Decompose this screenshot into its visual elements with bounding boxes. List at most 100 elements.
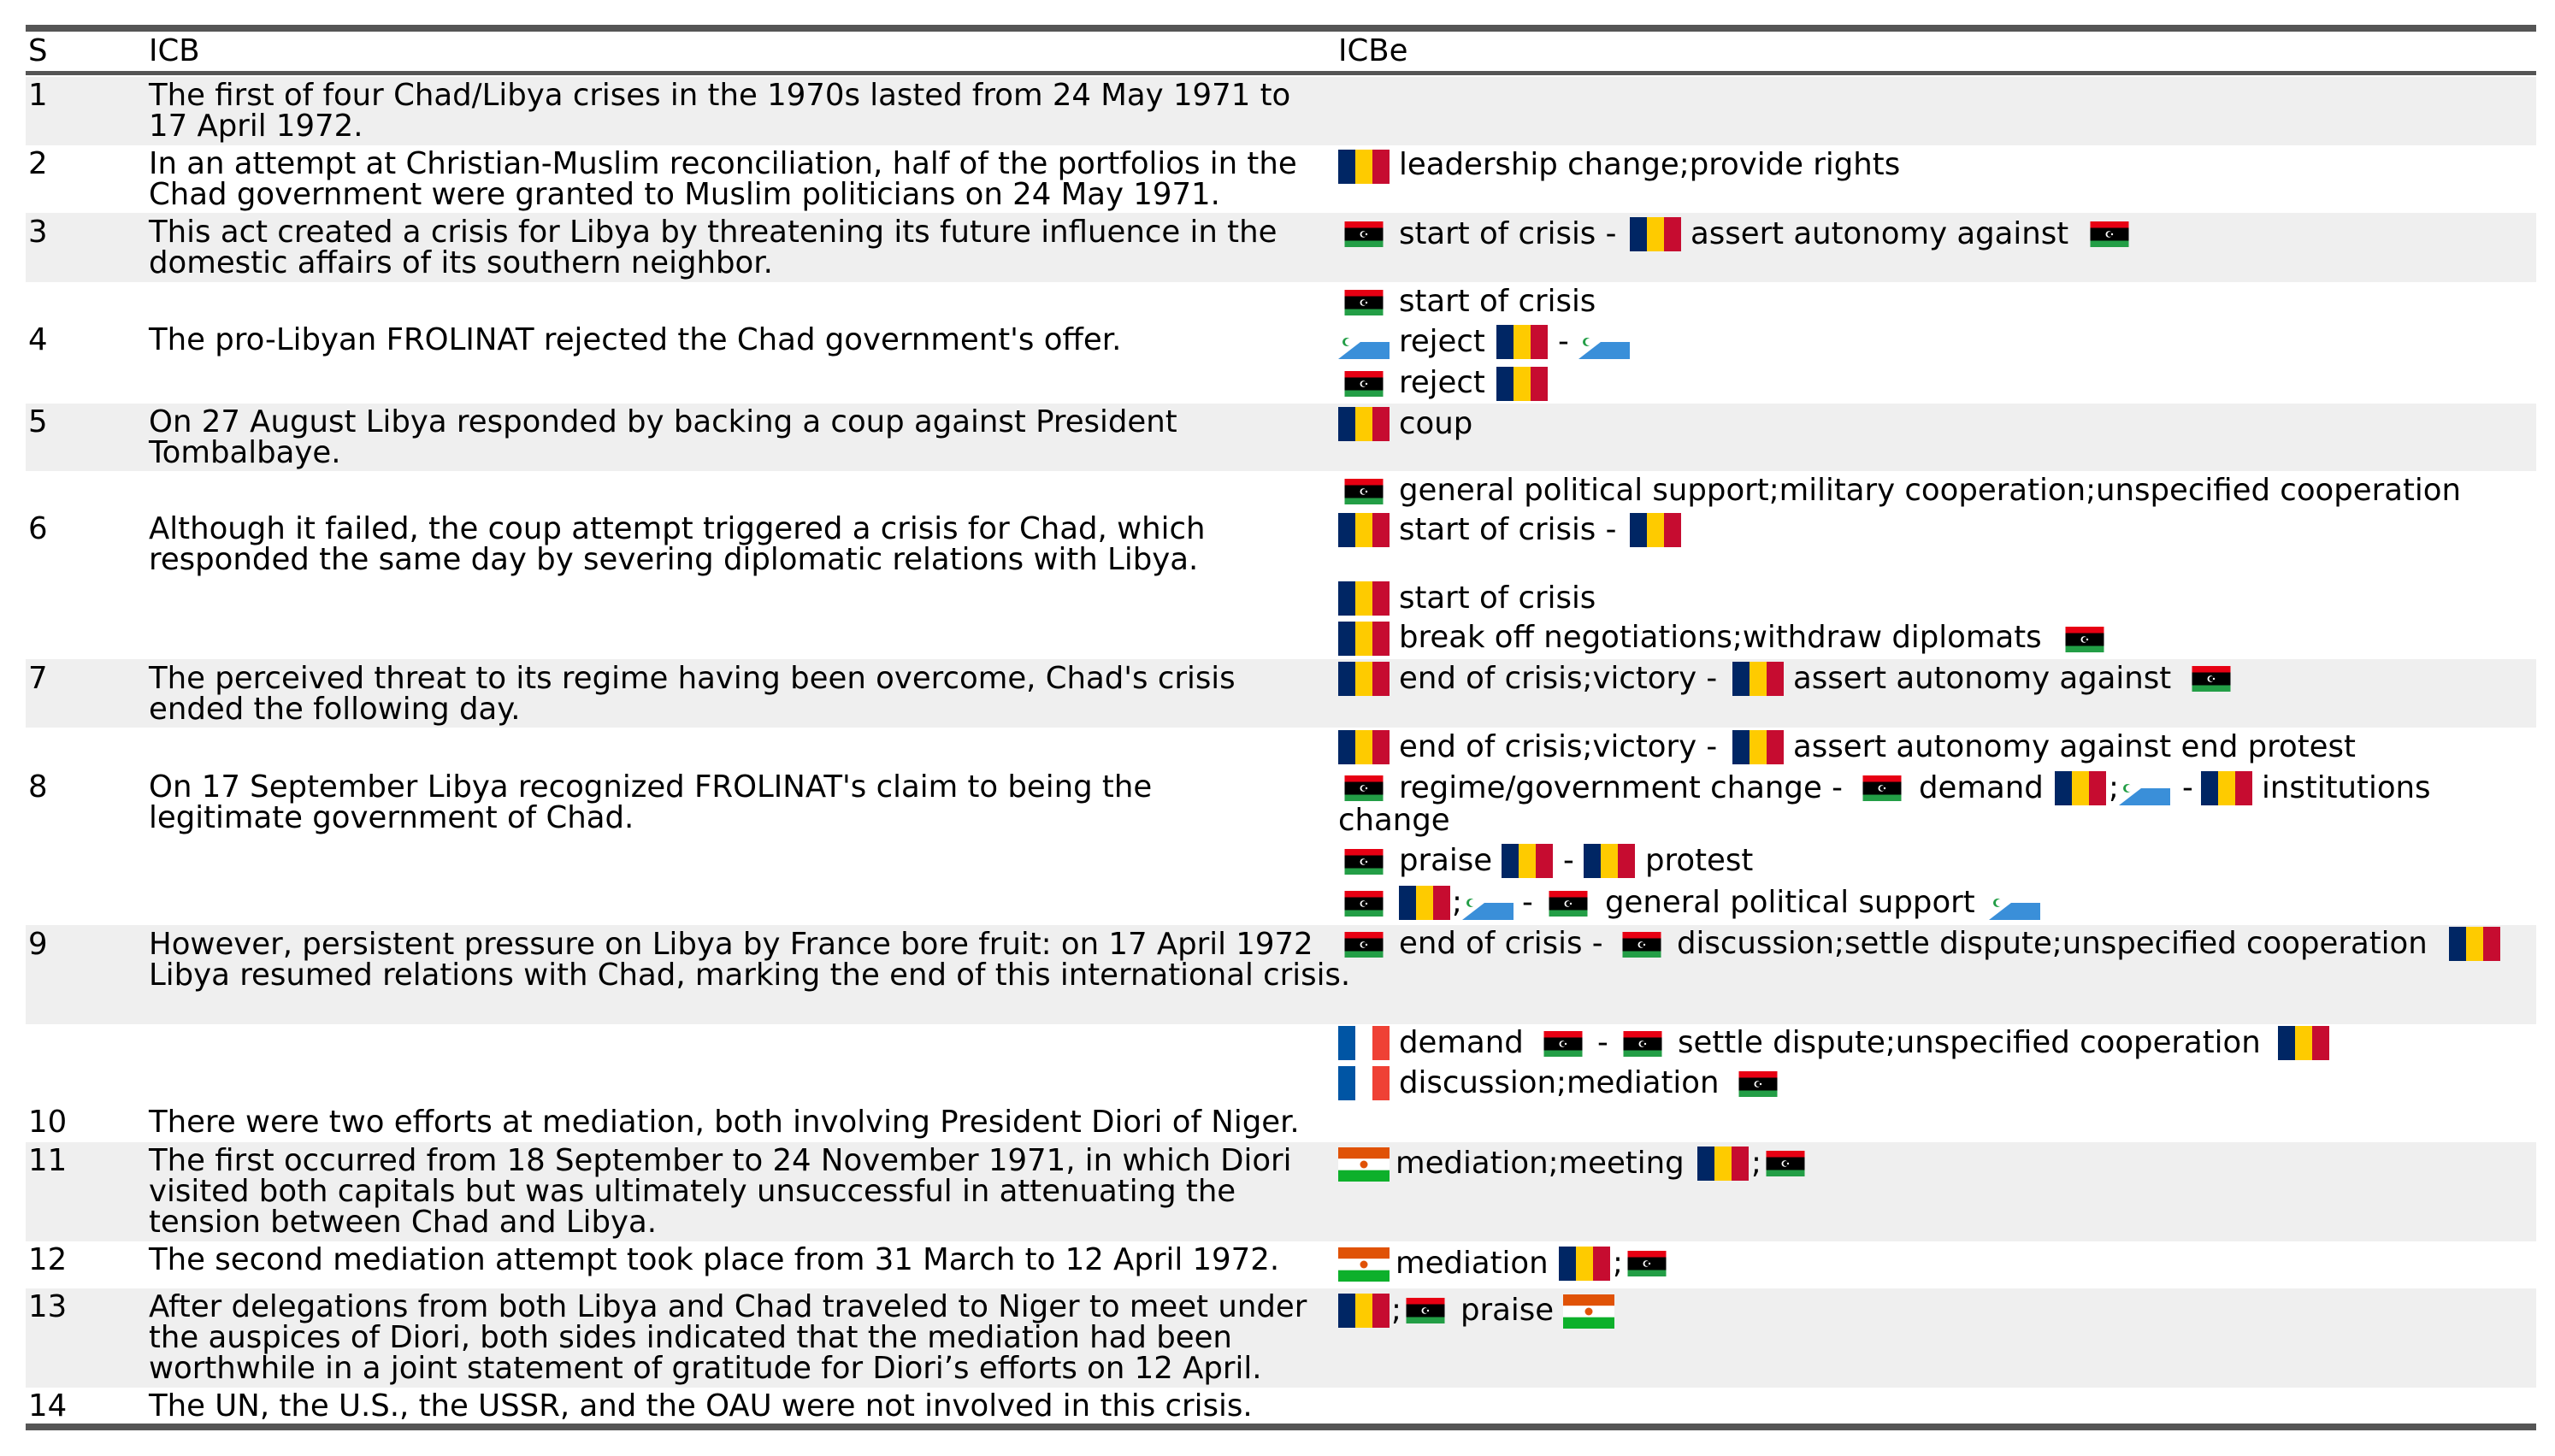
chad-flag-icon	[1559, 1247, 1610, 1281]
row-8-event-k: protest	[1645, 843, 1754, 878]
row-8-event-n: general political support	[1605, 885, 1975, 920]
row-3-icb-text: This act created a crisis for Libya by t…	[149, 215, 1278, 280]
row-4-number: 4	[28, 322, 48, 357]
row-9-shading	[26, 925, 2536, 1024]
libya-flag-icon	[1621, 1251, 1673, 1276]
niger-flag-icon	[1338, 1144, 1390, 1185]
row-7-icb-text: The perceived threat to its regime havin…	[149, 661, 1236, 727]
row-13-event-b: praise	[1460, 1293, 1555, 1328]
chad-flag-icon	[1338, 581, 1390, 616]
chad-flag-icon	[2201, 771, 2252, 805]
row-1-number: 1	[28, 78, 48, 113]
libya-flag-icon	[1400, 1298, 1451, 1323]
row-9-icb-text: However, persistent pressure on Libya by…	[149, 927, 1351, 993]
chad-flag-icon	[1399, 886, 1450, 920]
libya-flag-icon	[1732, 1071, 1784, 1097]
frolinat-flag-icon	[2119, 771, 2170, 805]
row-6-event-c: start of crisis	[1399, 581, 1596, 616]
row-11-shading	[26, 1142, 2536, 1241]
france-flag-icon	[1338, 1066, 1390, 1100]
row-9-number: 9	[28, 927, 48, 962]
top-rule	[26, 25, 2536, 32]
chad-flag-icon	[1630, 217, 1681, 251]
row-13-icb-text: After delegations from both Libya and Ch…	[149, 1289, 1307, 1386]
chad-flag-icon	[2449, 927, 2500, 961]
row-8-event-d: demand	[1919, 770, 2044, 805]
chad-flag-icon	[1732, 662, 1784, 696]
row-12-number: 12	[28, 1242, 68, 1277]
row-9-event-f: discussion;mediation	[1399, 1065, 1720, 1100]
row-3-event-a: start of crisis -	[1399, 216, 1617, 251]
header-s: S	[28, 33, 48, 68]
row-8-event-l: ;	[1452, 885, 1462, 920]
row-8-event-c: regime/government change -	[1399, 770, 1843, 805]
row-10-number: 10	[28, 1105, 68, 1140]
libya-flag-icon	[1338, 932, 1390, 958]
row-12-event-a: mediation	[1396, 1246, 1549, 1281]
row-8-event-e: ;	[2109, 770, 2119, 805]
niger-flag-icon	[1338, 1244, 1390, 1285]
row-6-icb-text: Although it failed, the coup attempt tri…	[149, 511, 1206, 577]
libya-flag-icon	[2186, 666, 2237, 692]
row-8-number: 8	[28, 769, 48, 805]
libya-flag-icon	[1617, 1031, 1668, 1057]
libya-flag-icon	[1338, 479, 1390, 504]
row-2-event: leadership change;provide rights	[1399, 147, 1901, 182]
row-7-event-b: assert autonomy against	[1793, 661, 2172, 696]
bottom-rule	[26, 1424, 2536, 1430]
row-4-event-d: reject	[1399, 365, 1485, 400]
libya-flag-icon	[1338, 891, 1390, 917]
row-8-event-f: -	[2182, 770, 2193, 805]
row-11-icb-text: The first occurred from 18 September to …	[149, 1143, 1292, 1240]
row-5-icb-text: On 27 August Libya responded by backing …	[149, 404, 1177, 470]
chad-flag-icon	[1732, 730, 1784, 764]
france-flag-icon	[1338, 1026, 1390, 1060]
libya-flag-icon	[1760, 1151, 1811, 1176]
libya-flag-icon	[1338, 775, 1390, 801]
row-14-number: 14	[28, 1388, 68, 1424]
row-2-number: 2	[28, 146, 48, 181]
chad-flag-icon	[2278, 1026, 2329, 1060]
libya-flag-icon	[1616, 932, 1667, 958]
row-6-event-a: general political support;military coope…	[1399, 473, 2461, 508]
row-4-event-c: -	[1558, 324, 1569, 359]
row-8-event-h: change	[1338, 803, 1450, 838]
row-1-icb-text: The first of four Chad/Libya crises in t…	[149, 78, 1291, 144]
header-icb: ICB	[149, 33, 200, 68]
row-2-icb-text: In an attempt at Christian-Muslim reconc…	[149, 146, 1297, 212]
row-7-shading	[26, 659, 2536, 728]
chad-flag-icon	[1338, 150, 1390, 184]
row-7-number: 7	[28, 661, 48, 696]
row-6-event-d: break off negotiations;withdraw diplomat…	[1399, 620, 2042, 655]
row-8-event-g: institutions	[2262, 770, 2431, 805]
header-rule	[26, 71, 2536, 75]
chad-flag-icon	[1630, 513, 1681, 547]
row-8-event-i: praise	[1399, 843, 1493, 878]
row-12-event-b: ;	[1613, 1246, 1623, 1281]
libya-flag-icon	[2084, 221, 2135, 247]
chad-flag-icon	[1496, 367, 1548, 401]
chad-flag-icon	[1338, 407, 1390, 441]
row-4-event-a: start of crisis	[1399, 284, 1596, 319]
row-5-shading	[26, 404, 2536, 471]
row-5-number: 5	[28, 404, 48, 439]
libya-flag-icon	[1338, 371, 1390, 397]
row-3-number: 3	[28, 215, 48, 250]
frolinat-flag-icon	[1989, 886, 2040, 920]
frolinat-flag-icon	[1462, 886, 1514, 920]
libya-flag-icon	[1338, 221, 1390, 247]
row-8-event-b: assert autonomy against end protest	[1793, 729, 2356, 764]
row-4-event-b: reject	[1399, 324, 1485, 359]
chad-flag-icon	[2055, 771, 2106, 805]
row-8-icb-text: On 17 September Libya recognized FROLINA…	[149, 769, 1153, 835]
row-14-icb-text: The UN, the U.S., the USSR, and the OAU …	[149, 1388, 1253, 1424]
row-6-number: 6	[28, 511, 48, 546]
row-9-event-b: discussion;settle dispute;unspecified co…	[1677, 926, 2428, 961]
row-11-number: 11	[28, 1143, 68, 1178]
row-9-event-e: settle dispute;unspecified cooperation	[1678, 1025, 2261, 1060]
row-10-icb-text: There were two efforts at mediation, bot…	[149, 1105, 1300, 1140]
chad-flag-icon	[1338, 513, 1390, 547]
row-6-event-b: start of crisis -	[1399, 512, 1617, 547]
row-1-shading	[26, 77, 2536, 145]
